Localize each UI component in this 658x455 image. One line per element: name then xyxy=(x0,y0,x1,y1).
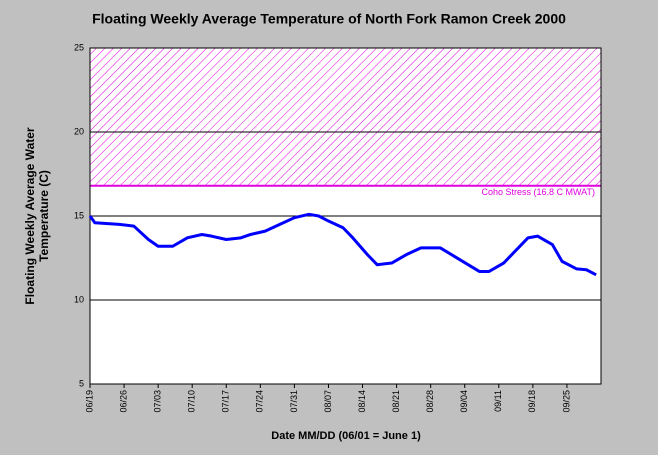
y-axis-label-line: Temperature (C) xyxy=(37,170,51,262)
threshold-band xyxy=(90,48,601,186)
x-tick-label: 06/26 xyxy=(118,390,128,413)
y-tick-label: 10 xyxy=(74,294,84,304)
y-axis-label-line: Floating Weekly Average Water xyxy=(23,127,37,304)
x-tick-label: 06/19 xyxy=(84,390,94,413)
x-tick-label: 09/04 xyxy=(459,390,469,413)
threshold-label: Coho Stress (16.8 C MWAT) xyxy=(481,187,595,197)
x-tick-label: 08/07 xyxy=(323,390,333,413)
x-axis-label: Date MM/DD (06/01 = June 1) xyxy=(271,430,421,442)
x-tick-label: 07/31 xyxy=(289,390,299,413)
y-tick-label: 5 xyxy=(79,378,84,388)
chart-title: Floating Weekly Average Temperature of N… xyxy=(92,11,566,27)
y-tick-label: 25 xyxy=(74,42,84,52)
x-tick-label: 07/17 xyxy=(221,390,231,413)
data-line xyxy=(88,212,597,277)
x-tick-label: 08/14 xyxy=(357,390,367,413)
y-axis-label: Floating Weekly Average Water Temperatur… xyxy=(23,127,51,304)
x-tick-label: 07/03 xyxy=(153,390,163,413)
x-tick-label: 09/11 xyxy=(493,390,503,412)
y-tick-label: 20 xyxy=(74,126,84,136)
x-tick-label: 07/10 xyxy=(187,390,197,413)
x-tick-label: 09/18 xyxy=(527,390,537,413)
x-tick-label: 07/24 xyxy=(255,390,265,413)
x-tick-label: 09/25 xyxy=(561,390,571,413)
x-tick-label: 08/21 xyxy=(391,390,401,413)
y-tick-label: 15 xyxy=(74,210,84,220)
x-tick-label: 08/28 xyxy=(425,390,435,413)
